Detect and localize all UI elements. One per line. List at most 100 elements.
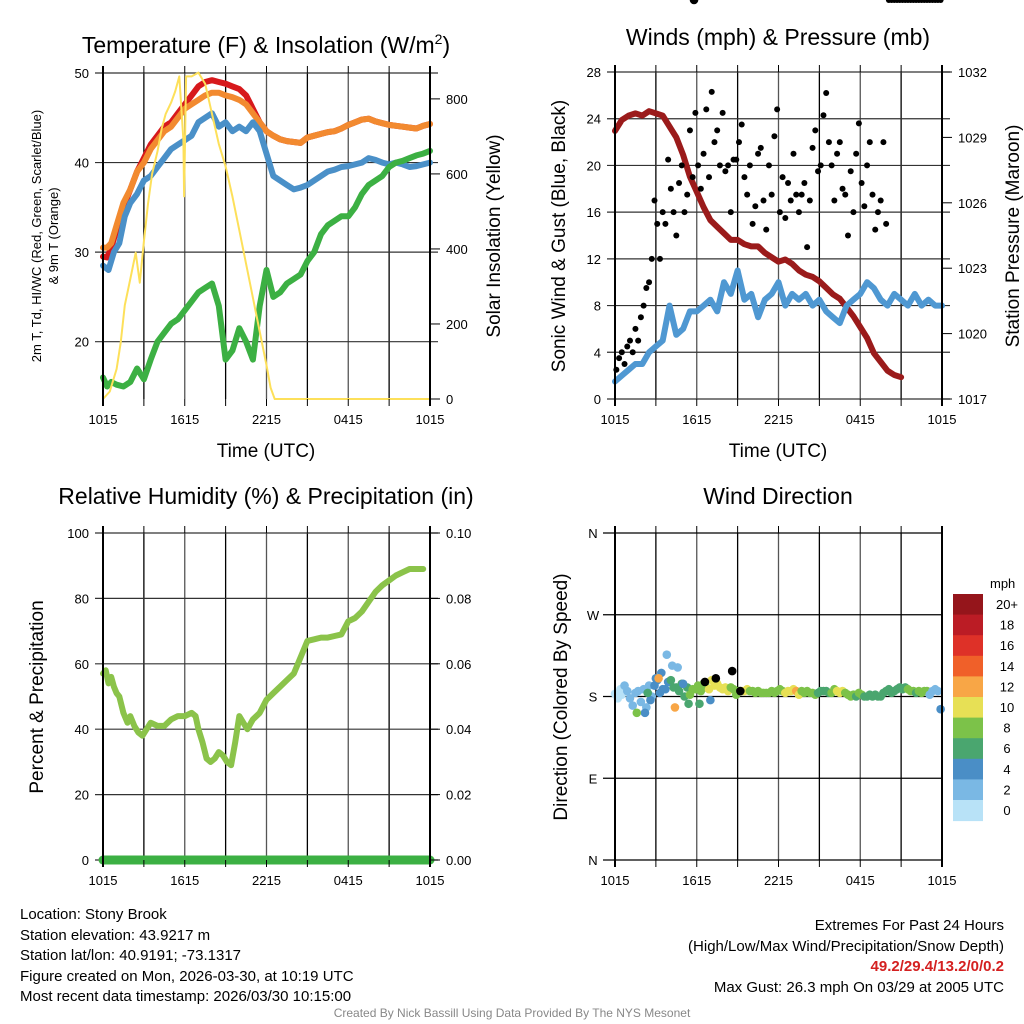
gust-point bbox=[866, 139, 873, 146]
colorbar-label: 8 bbox=[1003, 721, 1010, 736]
gust-point bbox=[779, 174, 786, 181]
extremes-subtitle: (High/Low/Max Wind/Precipitation/Snow De… bbox=[688, 937, 1004, 955]
gust-point bbox=[757, 144, 764, 151]
gust-point bbox=[654, 220, 661, 227]
y2-tick-label: 0.10 bbox=[446, 526, 471, 541]
gust-point bbox=[700, 150, 707, 157]
gust-point bbox=[733, 156, 740, 163]
gust-point bbox=[744, 191, 751, 198]
y-tick-label: 12 bbox=[587, 252, 601, 267]
x-tick-label: 1615 bbox=[170, 873, 199, 888]
max-gust-text: Max Gust: 26.3 mph On 03/29 at 2005 UTC bbox=[713, 978, 1004, 996]
gust-point bbox=[716, 162, 723, 169]
relative-humidity-line bbox=[100, 566, 427, 769]
colorbar-swatch bbox=[953, 635, 983, 657]
x-tick-label: 0415 bbox=[846, 412, 875, 427]
gust-point bbox=[752, 203, 759, 210]
gust-point bbox=[686, 127, 693, 134]
gust-point bbox=[640, 302, 647, 309]
gust-point bbox=[616, 355, 623, 362]
colorbar-label: 20+ bbox=[996, 597, 1018, 612]
gust-point bbox=[847, 168, 854, 175]
gust-point bbox=[795, 209, 802, 216]
y-tick-label: 20 bbox=[75, 788, 89, 803]
wind-direction-point bbox=[689, 0, 699, 5]
y-tick-label: 60 bbox=[75, 657, 89, 672]
gust-point bbox=[648, 255, 655, 262]
gust-point bbox=[646, 279, 653, 286]
x-tick-label: 2215 bbox=[252, 873, 281, 888]
y2-tick-label: 0 bbox=[446, 392, 453, 407]
colorbar-label: 2 bbox=[1003, 782, 1010, 797]
gust-point bbox=[801, 179, 808, 186]
colorbar-label: 6 bbox=[1003, 741, 1010, 756]
x-axis-label: Time (UTC) bbox=[729, 441, 828, 462]
gust-point bbox=[706, 174, 713, 181]
wind-direction-point bbox=[654, 674, 663, 683]
gust-point bbox=[741, 174, 748, 181]
y2-tick-label: 0.00 bbox=[446, 853, 471, 868]
wind-direction-point bbox=[625, 694, 635, 703]
gust-point bbox=[864, 162, 871, 169]
wind-direction-point bbox=[666, 675, 676, 685]
gust-point bbox=[629, 349, 636, 356]
colorbar-swatch bbox=[953, 758, 983, 780]
gust-point bbox=[880, 139, 887, 146]
sonic-wind-line bbox=[612, 267, 945, 385]
x-tick-label: 0415 bbox=[334, 412, 363, 427]
y-tick-label: 50 bbox=[75, 66, 89, 81]
station-pressure-line bbox=[612, 108, 905, 381]
gust-point bbox=[850, 209, 857, 216]
gust-point bbox=[817, 162, 824, 169]
y-tick-label: 16 bbox=[587, 205, 601, 220]
gust-point bbox=[804, 244, 811, 251]
gust-point bbox=[719, 109, 726, 116]
gust-point bbox=[774, 106, 781, 113]
wind-direction-title: Wind Direction bbox=[703, 483, 853, 509]
gust-point bbox=[831, 197, 838, 204]
colorbar-swatch bbox=[953, 614, 983, 636]
y-tick-label: 0 bbox=[82, 853, 89, 868]
gust-point bbox=[844, 232, 851, 239]
y-tick-label: 40 bbox=[75, 722, 89, 737]
gust-point bbox=[776, 209, 783, 216]
y-tick-label: W bbox=[587, 608, 600, 623]
speed-colorbar: mph 20+ 18 16 14 12 10 8 6 4 2 0 bbox=[953, 576, 1018, 822]
created-text: Figure created on Mon, 2026-03-30, at 10… bbox=[20, 967, 354, 985]
wind-direction-point bbox=[700, 677, 710, 687]
y2-tick-label: 1017 bbox=[958, 392, 987, 407]
humidity-title: Relative Humidity (%) & Precipitation (i… bbox=[58, 483, 473, 509]
colorbar-swatch bbox=[953, 717, 983, 739]
y-tick-label: 28 bbox=[587, 65, 601, 80]
gust-point bbox=[793, 191, 800, 198]
y-axis-label: Sonic Wind & Gust (Blue, Black) bbox=[549, 100, 570, 372]
gust-point bbox=[651, 197, 658, 204]
x-tick-label: 1015 bbox=[416, 412, 445, 427]
gust-point bbox=[626, 337, 633, 344]
gust-point bbox=[703, 106, 710, 113]
gust-point bbox=[823, 90, 830, 97]
gust-point bbox=[787, 197, 794, 204]
extremes-values: 49.2/29.4/13.2/0/0.2 bbox=[870, 958, 1004, 975]
y-axis-label: Direction (Colored By Speed) bbox=[551, 573, 572, 820]
gust-point bbox=[667, 185, 674, 192]
gust-point bbox=[755, 150, 762, 157]
credit-text: Created By Nick Bassill Using Data Provi… bbox=[333, 1006, 691, 1020]
gust-point bbox=[768, 191, 775, 198]
y-tick-label: 0 bbox=[594, 392, 601, 407]
y2-tick-label: 800 bbox=[446, 92, 468, 107]
gust-point bbox=[635, 337, 642, 344]
extremes-title: Extremes For Past 24 Hours bbox=[814, 917, 1004, 934]
location-text: Location: Stony Brook bbox=[20, 906, 167, 923]
y-tick-label: E bbox=[589, 771, 598, 786]
wind-direction-point bbox=[628, 701, 638, 710]
x-tick-label: 1615 bbox=[170, 412, 199, 427]
colorbar-label: 16 bbox=[1000, 638, 1014, 653]
gust-point bbox=[632, 325, 639, 332]
wind-direction-point bbox=[662, 650, 672, 660]
y-tick-label: N bbox=[588, 853, 597, 868]
gust-point bbox=[760, 197, 767, 204]
x-axis-label: Time (UTC) bbox=[217, 441, 316, 462]
gust-point bbox=[711, 139, 718, 146]
gust-point bbox=[692, 109, 699, 116]
